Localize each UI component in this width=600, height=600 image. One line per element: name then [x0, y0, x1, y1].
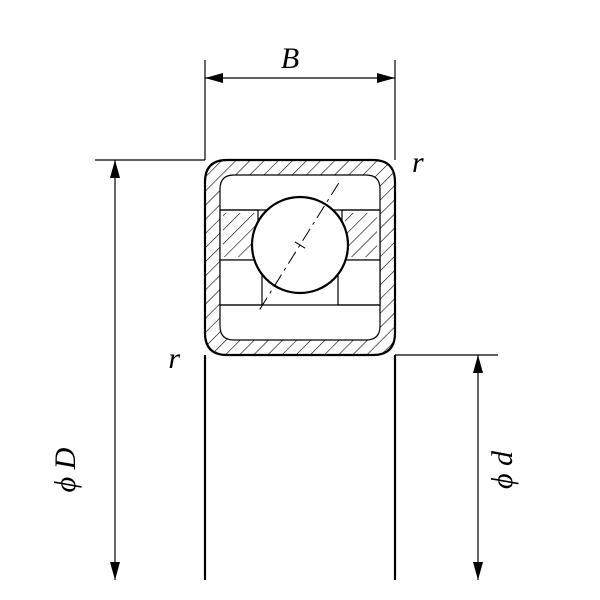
- dim-r-top-label: r: [412, 146, 424, 179]
- arrow-head: [205, 73, 223, 83]
- cage-left-bottom: [220, 260, 262, 305]
- arrow-head: [377, 73, 395, 83]
- arrow-head: [110, 562, 120, 580]
- arrow-head: [473, 355, 483, 373]
- cage-right-bottom: [338, 260, 380, 305]
- dim-b-label: B: [281, 42, 299, 75]
- dim-r-bottom-label: r: [168, 342, 180, 375]
- dim-dd-label: ϕ d: [486, 450, 519, 489]
- arrow-head: [110, 160, 120, 178]
- cage-hatch: [223, 213, 255, 257]
- cage-hatch: [345, 213, 377, 257]
- bearing-cross-section-diagram: Bϕ D ϕ d r r: [0, 0, 600, 600]
- arrow-head: [473, 562, 483, 580]
- dim-d-label: ϕ D: [49, 447, 82, 492]
